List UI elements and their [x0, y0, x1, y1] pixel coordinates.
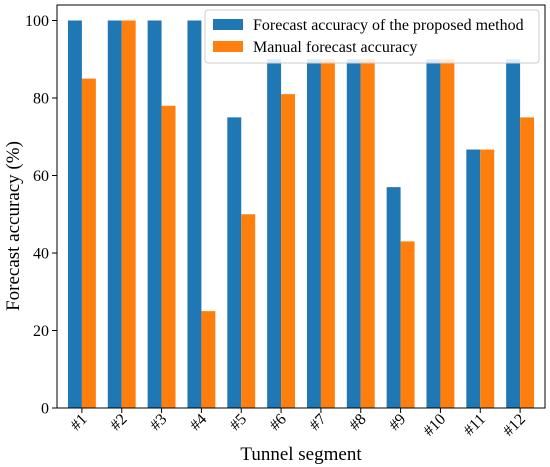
bar-proposed-12	[506, 59, 521, 408]
bar-manual-8	[360, 59, 375, 408]
y-tick-label: 40	[33, 246, 49, 263]
legend-swatch	[213, 41, 243, 52]
bar-manual-1	[81, 78, 96, 408]
bar-manual-4	[201, 311, 216, 408]
x-tick-label: #11	[461, 411, 490, 440]
x-tick-label: #8	[346, 411, 369, 434]
bar-manual-9	[400, 241, 415, 408]
bar-proposed-3	[147, 20, 162, 408]
bar-proposed-10	[426, 59, 441, 408]
x-tick-label: #3	[147, 411, 170, 434]
bar-proposed-11	[466, 149, 481, 408]
bar-manual-5	[241, 214, 256, 408]
x-tick-label: #4	[187, 411, 210, 434]
y-tick-label: 80	[33, 91, 49, 108]
bar-proposed-2	[107, 20, 122, 408]
bar-manual-10	[440, 59, 455, 408]
x-tick-label: #6	[267, 411, 290, 434]
bar-proposed-6	[267, 59, 282, 408]
x-axis-label: Tunnel segment	[240, 444, 362, 465]
legend-label: Forecast accuracy of the proposed method	[253, 17, 524, 34]
legend-swatch	[213, 19, 243, 30]
bar-manual-6	[281, 94, 296, 408]
bar-proposed-7	[306, 59, 321, 408]
x-tick-label: #7	[306, 411, 329, 434]
y-tick-label: 0	[41, 401, 49, 418]
bar-proposed-8	[346, 59, 361, 408]
legend-box	[204, 9, 540, 64]
plot-background	[57, 5, 545, 408]
bar-manual-7	[320, 59, 335, 408]
bar-manual-11	[480, 149, 495, 408]
x-tick-label: #5	[227, 411, 250, 434]
legend: Forecast accuracy of the proposed method…	[204, 9, 540, 64]
x-tick-label: #9	[386, 411, 409, 434]
bar-proposed-9	[386, 187, 401, 408]
plot-frame	[56, 4, 546, 409]
bar-proposed-1	[67, 20, 82, 408]
bars-group	[67, 20, 535, 408]
bar-proposed-5	[227, 117, 242, 408]
y-tick-label: 100	[25, 13, 49, 30]
bar-manual-12	[520, 117, 535, 408]
legend-label: Manual forecast accuracy	[253, 39, 417, 56]
bar-manual-2	[121, 20, 136, 408]
x-tick-label: #12	[500, 411, 529, 440]
y-axis-label: Forecast accuracy (%)	[3, 141, 24, 311]
y-tick-label: 60	[33, 168, 49, 185]
bar-manual-3	[161, 105, 176, 408]
x-tick-label: #10	[420, 411, 449, 440]
x-tick-label: #1	[67, 411, 90, 434]
y-tick-label: 20	[33, 323, 49, 340]
x-tick-label: #2	[107, 411, 130, 434]
plot-area	[57, 5, 545, 408]
bar-proposed-4	[187, 20, 202, 408]
